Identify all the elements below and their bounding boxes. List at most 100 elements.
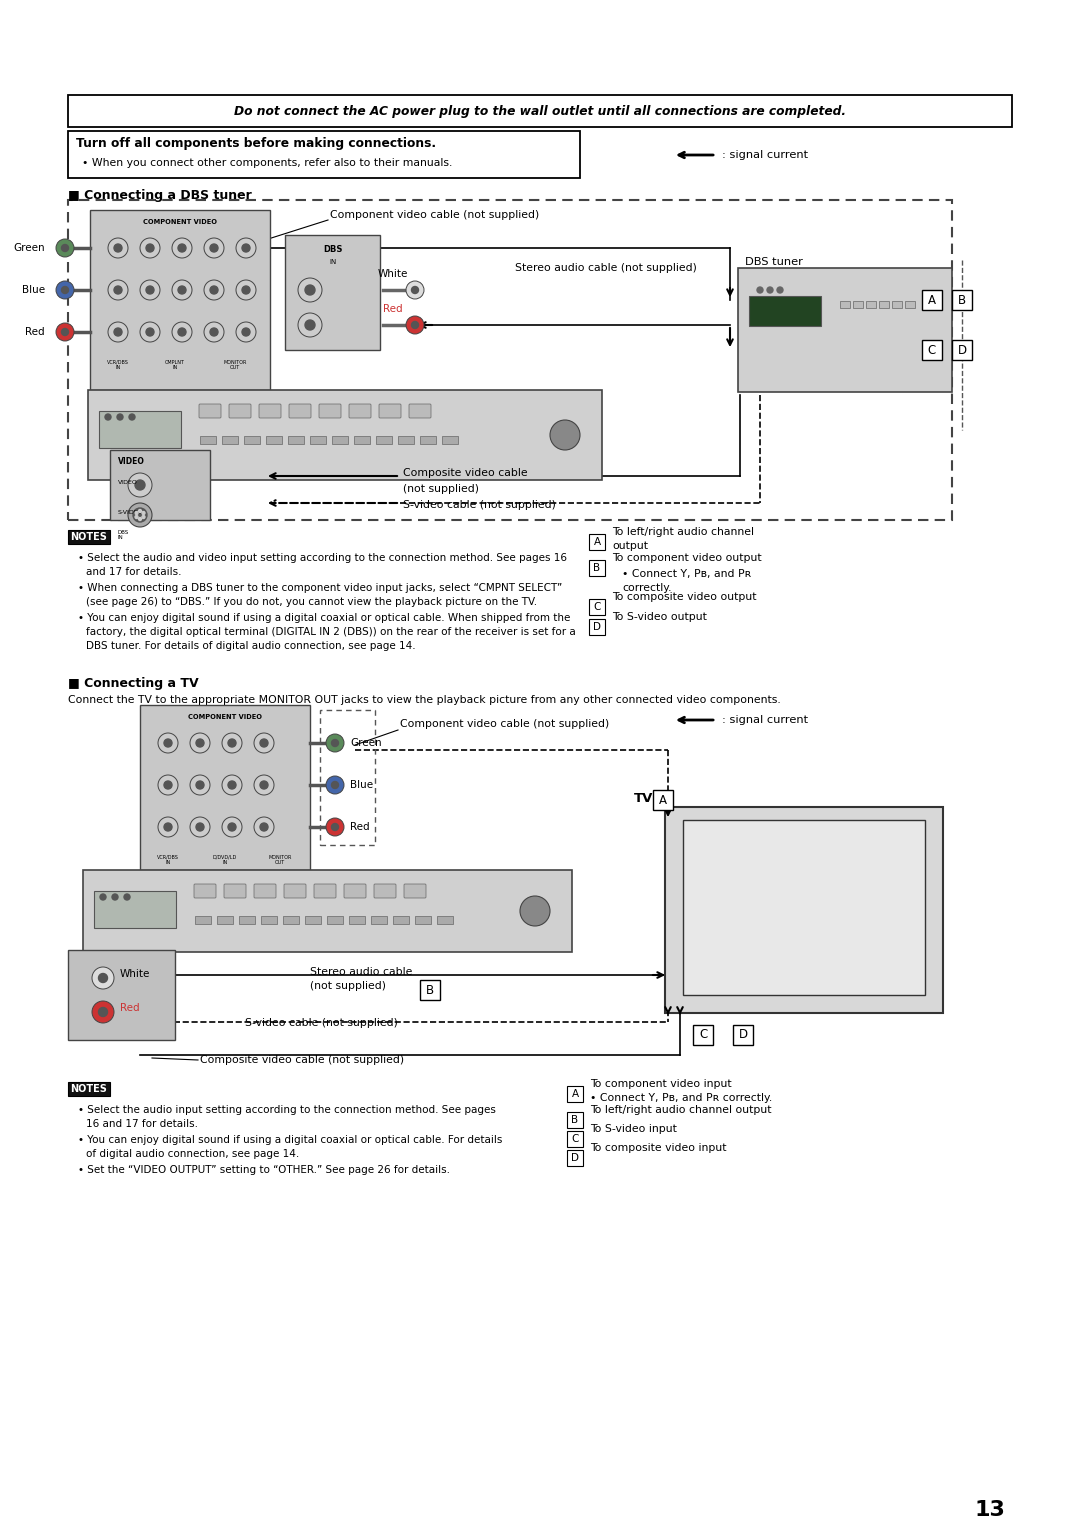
Text: To S-video output: To S-video output [612, 612, 707, 622]
Circle shape [190, 733, 210, 753]
Text: • Connect Y, Pʙ, and Pʀ: • Connect Y, Pʙ, and Pʀ [622, 570, 752, 579]
FancyBboxPatch shape [840, 302, 850, 308]
FancyBboxPatch shape [567, 1150, 583, 1167]
FancyBboxPatch shape [376, 436, 392, 444]
Text: Composite video cable (not supplied): Composite video cable (not supplied) [200, 1055, 404, 1066]
Circle shape [158, 818, 178, 837]
FancyBboxPatch shape [200, 436, 216, 444]
FancyBboxPatch shape [285, 234, 380, 351]
Text: NOTES: NOTES [70, 531, 107, 542]
Circle shape [108, 237, 129, 259]
Text: COMPONENT VIDEO: COMPONENT VIDEO [143, 219, 217, 225]
FancyBboxPatch shape [283, 916, 299, 925]
Text: B: B [571, 1115, 579, 1125]
Circle shape [222, 733, 242, 753]
FancyBboxPatch shape [379, 404, 401, 418]
FancyBboxPatch shape [68, 201, 951, 521]
Text: C: C [593, 602, 600, 612]
FancyBboxPatch shape [266, 436, 282, 444]
Circle shape [242, 328, 249, 335]
Text: correctly.: correctly. [622, 583, 672, 592]
Circle shape [254, 818, 274, 837]
FancyBboxPatch shape [224, 883, 246, 899]
Text: of digital audio connection, see page 14.: of digital audio connection, see page 14… [86, 1148, 299, 1159]
FancyBboxPatch shape [94, 891, 176, 928]
Text: B: B [593, 563, 600, 573]
FancyBboxPatch shape [332, 436, 348, 444]
Circle shape [242, 286, 249, 294]
Circle shape [140, 322, 160, 341]
Circle shape [519, 896, 550, 926]
FancyBboxPatch shape [415, 916, 431, 925]
FancyBboxPatch shape [319, 404, 341, 418]
Text: factory, the digital optical terminal (DIGITAL IN 2 (DBS)) on the rear of the re: factory, the digital optical terminal (D… [86, 628, 576, 637]
Circle shape [332, 824, 338, 830]
Circle shape [140, 280, 160, 300]
FancyBboxPatch shape [420, 436, 436, 444]
Circle shape [56, 239, 75, 257]
Circle shape [210, 328, 218, 335]
FancyBboxPatch shape [244, 436, 260, 444]
Text: Component video cable (not supplied): Component video cable (not supplied) [400, 720, 609, 729]
FancyBboxPatch shape [261, 916, 276, 925]
FancyBboxPatch shape [567, 1085, 583, 1102]
FancyBboxPatch shape [327, 916, 343, 925]
Text: Component video cable (not supplied): Component video cable (not supplied) [330, 210, 539, 220]
Text: To component video output: To component video output [612, 553, 761, 563]
Circle shape [146, 286, 154, 294]
Text: Do not connect the AC power plug to the wall outlet until all connections are co: Do not connect the AC power plug to the … [234, 104, 846, 118]
Circle shape [190, 775, 210, 795]
FancyBboxPatch shape [354, 436, 370, 444]
Text: To S-video input: To S-video input [590, 1124, 677, 1134]
Circle shape [172, 237, 192, 259]
Text: IN: IN [329, 259, 336, 265]
Text: • Select the audio input setting according to the connection method. See pages: • Select the audio input setting accordi… [78, 1105, 496, 1115]
Text: A: A [928, 294, 936, 306]
Text: • When you connect other components, refer also to their manuals.: • When you connect other components, ref… [82, 158, 453, 168]
FancyBboxPatch shape [345, 883, 366, 899]
Circle shape [164, 739, 172, 747]
Text: VCR/DBS
IN: VCR/DBS IN [107, 360, 129, 371]
FancyBboxPatch shape [194, 883, 216, 899]
Circle shape [332, 739, 338, 747]
FancyBboxPatch shape [567, 1112, 583, 1128]
Circle shape [98, 974, 108, 983]
FancyBboxPatch shape [567, 1131, 583, 1147]
Circle shape [305, 320, 315, 331]
Circle shape [98, 1007, 108, 1017]
Circle shape [228, 824, 237, 831]
Text: 16 and 17 for details.: 16 and 17 for details. [86, 1119, 198, 1128]
Circle shape [326, 776, 345, 795]
FancyBboxPatch shape [140, 704, 310, 870]
Text: • You can enjoy digital sound if using a digital coaxial or optical cable. When : • You can enjoy digital sound if using a… [78, 612, 570, 623]
Text: Red: Red [25, 328, 45, 337]
Text: Stereo audio cable: Stereo audio cable [310, 968, 413, 977]
FancyBboxPatch shape [239, 916, 255, 925]
Text: Connect the TV to the appropriate MONITOR OUT jacks to view the playback picture: Connect the TV to the appropriate MONITO… [68, 695, 781, 704]
FancyBboxPatch shape [879, 302, 889, 308]
FancyBboxPatch shape [229, 404, 251, 418]
Circle shape [767, 286, 773, 292]
FancyBboxPatch shape [217, 916, 233, 925]
Circle shape [105, 413, 111, 419]
FancyBboxPatch shape [922, 289, 942, 309]
Circle shape [777, 286, 783, 292]
Text: A: A [571, 1089, 579, 1099]
Text: D: D [593, 622, 600, 632]
Circle shape [146, 243, 154, 253]
Circle shape [222, 775, 242, 795]
FancyBboxPatch shape [99, 410, 181, 449]
Text: ■ Connecting a TV: ■ Connecting a TV [68, 677, 199, 689]
Circle shape [195, 781, 204, 788]
Circle shape [228, 739, 237, 747]
FancyBboxPatch shape [110, 450, 210, 521]
FancyBboxPatch shape [589, 560, 605, 576]
Circle shape [129, 413, 135, 419]
FancyBboxPatch shape [922, 340, 942, 360]
Text: To left/right audio channel: To left/right audio channel [612, 527, 754, 537]
Text: S-VIDEO: S-VIDEO [118, 510, 144, 514]
Text: : signal current: : signal current [723, 715, 808, 726]
Text: C: C [928, 343, 936, 357]
FancyBboxPatch shape [905, 302, 915, 308]
FancyBboxPatch shape [399, 436, 414, 444]
